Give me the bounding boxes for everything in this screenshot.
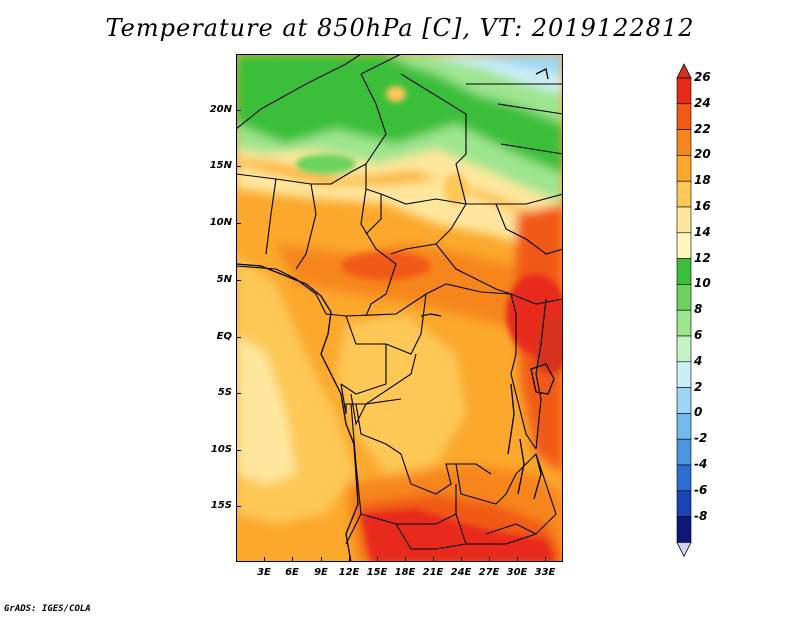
colorbar-top-arrow [676, 63, 692, 79]
colorbar-label: 16 [694, 199, 711, 213]
lat-label: 15N [209, 160, 232, 171]
lon-label: 9E [314, 567, 328, 578]
lat-label: 15S [210, 500, 232, 511]
lat-label: EQ [216, 331, 232, 342]
colorbar-swatch [676, 387, 692, 414]
colorbar-label: 6 [694, 328, 703, 342]
country-borders [236, 54, 563, 550]
temperature-map [236, 54, 563, 562]
colorbar-swatch [676, 206, 692, 234]
colorbar-label: -4 [694, 457, 708, 471]
lon-label: 27E [478, 567, 500, 578]
colorbar-swatch [676, 258, 692, 285]
colorbar-label: 26 [694, 70, 711, 84]
lat-label: 5S [217, 387, 232, 398]
colorbar-swatch [676, 180, 692, 208]
colorbar-label: -8 [694, 508, 708, 523]
lon-label: 18E [394, 567, 416, 578]
lat-label: 5N [216, 274, 232, 285]
colorbar-swatch [676, 413, 692, 440]
colorbar-swatch [676, 77, 692, 105]
lat-label: 10S [210, 444, 232, 455]
colorbar-swatch [676, 490, 692, 517]
colorbar-swatch [676, 129, 692, 156]
colorbar-label: 22 [694, 121, 711, 136]
lon-label: 12E [338, 567, 360, 578]
colorbar-swatch [676, 516, 692, 543]
colorbar-swatch [676, 284, 692, 311]
colorbar-swatch [676, 335, 692, 363]
colorbar-label: 14 [694, 224, 711, 239]
colorbar-label: 2 [694, 379, 703, 394]
lon-label: 6E [285, 567, 299, 578]
colorbar-label: 24 [694, 95, 711, 110]
colorbar-bottom-arrow [676, 541, 692, 558]
colorbar-swatch [676, 155, 692, 182]
lat-label: 20N [209, 104, 232, 115]
temperature-field [236, 54, 563, 562]
lon-label: 24E [450, 567, 472, 578]
colorbar-label: -2 [694, 431, 708, 446]
colorbar-swatch [676, 361, 692, 388]
colorbar-label: 20 [694, 147, 711, 162]
colorbar-swatch [676, 232, 692, 259]
colorbar [676, 62, 692, 562]
colorbar-label: 4 [694, 353, 703, 368]
lon-label: 21E [422, 567, 444, 578]
colorbar-label: -6 [694, 482, 708, 497]
lon-label: 33E [534, 567, 556, 578]
colorbar-label: 18 [694, 173, 711, 188]
colorbar-label: 8 [694, 302, 703, 317]
lat-label: 10N [209, 217, 232, 228]
colorbar-swatch [676, 103, 692, 130]
grads-credit: GrADS: IGES/COLA [4, 604, 91, 614]
chart-title: Temperature at 850hPa [C], VT: 201912281… [105, 14, 695, 42]
colorbar-label: 12 [694, 250, 711, 265]
colorbar-swatch [676, 438, 692, 466]
colorbar-scale [676, 63, 692, 558]
colorbar-label: 10 [694, 276, 711, 291]
colorbar-swatch [676, 309, 692, 337]
lon-label: 3E [257, 567, 271, 578]
colorbar-swatch [676, 464, 692, 492]
colorbar-label: 0 [694, 405, 703, 420]
lon-label: 30E [506, 567, 528, 578]
lon-label: 15E [366, 567, 388, 578]
